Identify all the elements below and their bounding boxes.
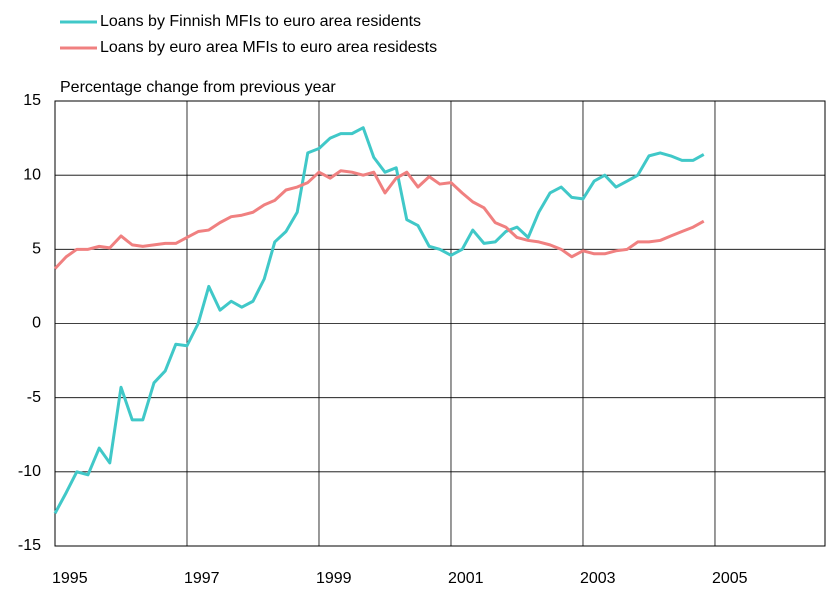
y-tick-label: 15 [23,92,41,109]
x-tick-label: 2001 [448,570,484,587]
y-tick-label: 0 [32,315,41,332]
plot-frame [54,100,826,547]
x-tick-label: 2005 [712,570,748,587]
x-tick-label: 2003 [580,570,616,587]
y-axis-label: Percentage change from previous year [60,79,336,96]
legend-label: Loans by Finnish MFIs to euro area resid… [100,13,421,30]
series-line [53,169,705,270]
y-tick-label: -10 [18,463,41,480]
series-line [53,126,705,515]
y-tick-label: 5 [32,241,41,258]
y-tick-label: 10 [23,166,41,183]
y-tick-label: -15 [18,537,41,554]
legend-label: Loans by euro area MFIs to euro area res… [100,39,437,56]
x-tick-label: 1997 [184,570,220,587]
x-tick-label: 1999 [316,570,352,587]
x-tick-label: 1995 [52,570,88,587]
y-tick-label: -5 [27,389,41,406]
